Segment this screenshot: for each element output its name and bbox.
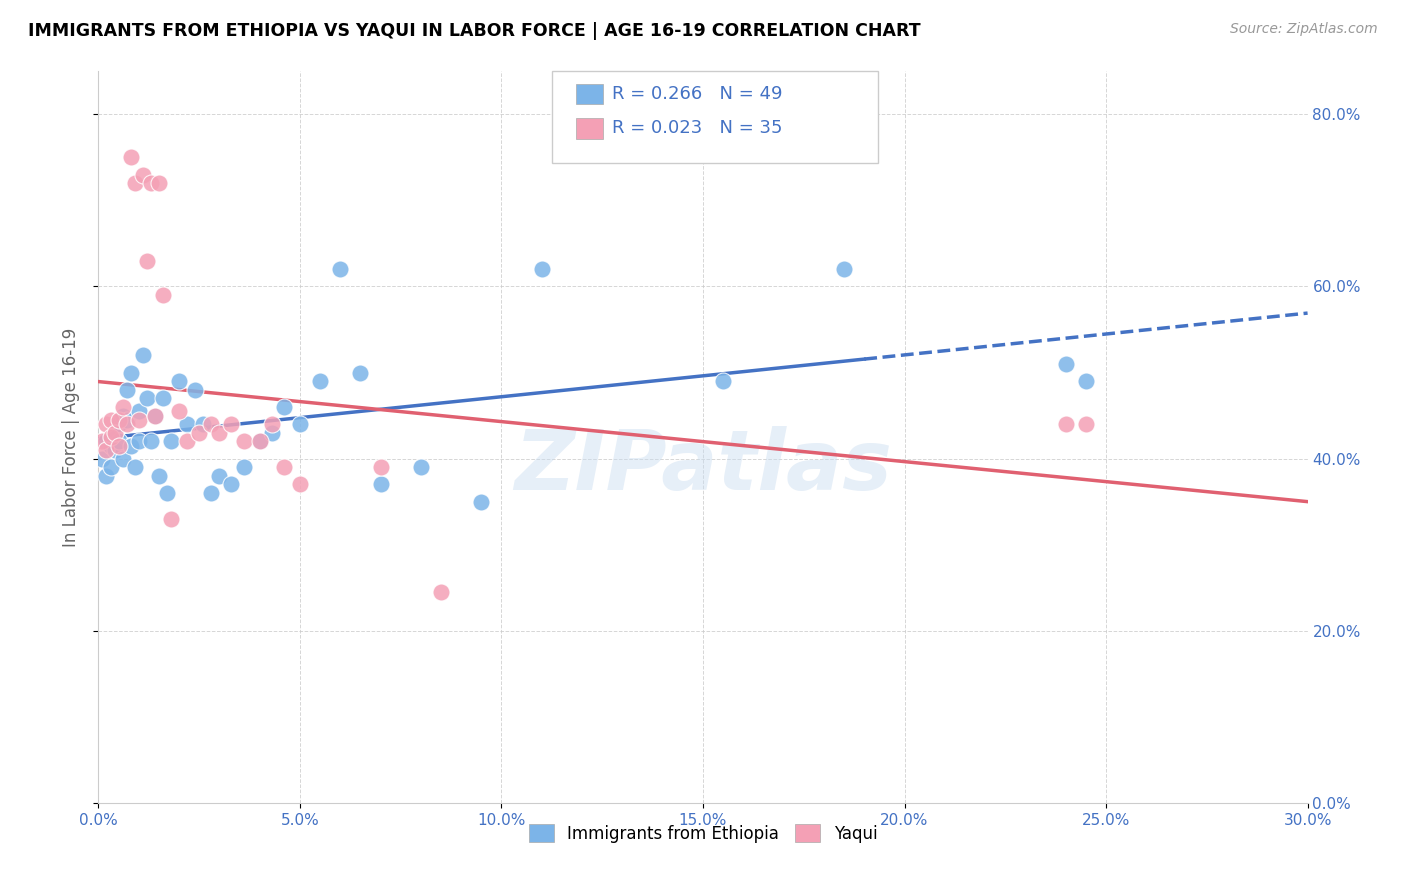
- Point: [1074, 374, 1097, 388]
- Point: [249, 434, 271, 449]
- Point: [148, 468, 170, 483]
- Point: [152, 392, 174, 406]
- Point: [1054, 357, 1077, 371]
- Point: [115, 417, 138, 432]
- Point: [288, 477, 311, 491]
- Point: [111, 400, 134, 414]
- Point: [208, 425, 231, 440]
- Point: [232, 434, 254, 449]
- Point: [103, 425, 125, 440]
- Point: [349, 366, 371, 380]
- Point: [128, 413, 150, 427]
- FancyBboxPatch shape: [551, 71, 879, 163]
- Point: [100, 439, 122, 453]
- Point: [232, 460, 254, 475]
- Point: [143, 409, 166, 423]
- Text: R = 0.266   N = 49: R = 0.266 N = 49: [613, 85, 783, 103]
- Point: [132, 168, 155, 182]
- Point: [152, 288, 174, 302]
- Point: [1054, 417, 1077, 432]
- Point: [111, 451, 134, 466]
- Point: [167, 374, 190, 388]
- Point: [107, 417, 129, 432]
- Point: [200, 417, 222, 432]
- Point: [221, 417, 243, 432]
- Point: [711, 374, 734, 388]
- Point: [120, 439, 142, 453]
- Point: [176, 417, 198, 432]
- Point: [143, 409, 166, 423]
- Point: [139, 176, 162, 190]
- Text: R = 0.023   N = 35: R = 0.023 N = 35: [613, 120, 783, 137]
- Point: [96, 417, 118, 432]
- Legend: Immigrants from Ethiopia, Yaqui: Immigrants from Ethiopia, Yaqui: [522, 818, 884, 849]
- Point: [128, 404, 150, 418]
- Point: [115, 383, 138, 397]
- Text: IMMIGRANTS FROM ETHIOPIA VS YAQUI IN LABOR FORCE | AGE 16-19 CORRELATION CHART: IMMIGRANTS FROM ETHIOPIA VS YAQUI IN LAB…: [28, 22, 921, 40]
- Point: [1074, 417, 1097, 432]
- Point: [184, 383, 207, 397]
- Point: [221, 477, 243, 491]
- Point: [103, 442, 125, 457]
- Point: [135, 392, 157, 406]
- Point: [107, 434, 129, 449]
- Point: [120, 150, 142, 164]
- Point: [409, 460, 432, 475]
- Point: [193, 417, 215, 432]
- Point: [100, 430, 122, 444]
- Point: [100, 413, 122, 427]
- Point: [128, 434, 150, 449]
- Point: [156, 486, 179, 500]
- Point: [273, 400, 295, 414]
- Point: [107, 413, 129, 427]
- Point: [260, 417, 283, 432]
- Point: [139, 434, 162, 449]
- Point: [111, 409, 134, 423]
- Point: [148, 176, 170, 190]
- FancyBboxPatch shape: [576, 84, 603, 104]
- Point: [100, 460, 122, 475]
- Point: [200, 486, 222, 500]
- Point: [91, 451, 114, 466]
- Point: [115, 413, 138, 427]
- Text: ZIPatlas: ZIPatlas: [515, 425, 891, 507]
- Point: [160, 434, 183, 449]
- Point: [91, 434, 114, 449]
- Point: [176, 434, 198, 449]
- Point: [96, 442, 118, 457]
- Point: [288, 417, 311, 432]
- Point: [309, 374, 332, 388]
- Point: [273, 460, 295, 475]
- Point: [132, 348, 155, 362]
- Y-axis label: In Labor Force | Age 16-19: In Labor Force | Age 16-19: [62, 327, 80, 547]
- Point: [120, 366, 142, 380]
- Point: [208, 468, 231, 483]
- Point: [160, 512, 183, 526]
- Point: [124, 176, 146, 190]
- Text: Source: ZipAtlas.com: Source: ZipAtlas.com: [1230, 22, 1378, 37]
- Point: [329, 262, 352, 277]
- Point: [135, 253, 157, 268]
- Point: [96, 434, 118, 449]
- Point: [103, 425, 125, 440]
- Point: [530, 262, 553, 277]
- Point: [107, 439, 129, 453]
- Point: [249, 434, 271, 449]
- Point: [167, 404, 190, 418]
- Point: [430, 585, 453, 599]
- Point: [832, 262, 855, 277]
- Point: [470, 494, 492, 508]
- Point: [370, 460, 392, 475]
- FancyBboxPatch shape: [576, 118, 603, 138]
- Point: [370, 477, 392, 491]
- Point: [188, 425, 211, 440]
- Point: [96, 468, 118, 483]
- Point: [260, 425, 283, 440]
- Point: [124, 460, 146, 475]
